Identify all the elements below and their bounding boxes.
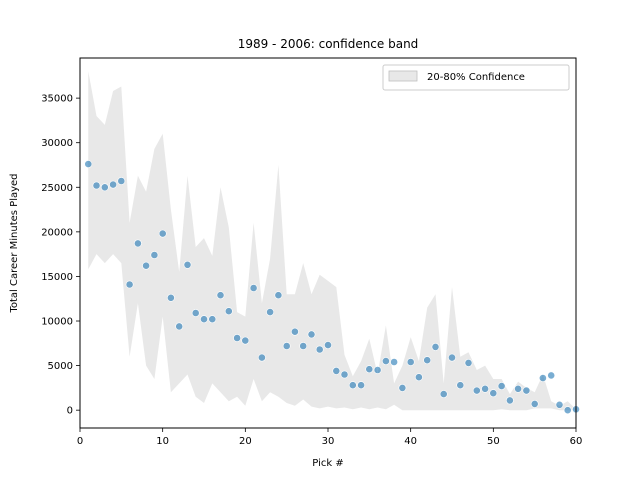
y-tick-label: 5000 xyxy=(48,361,73,372)
y-tick-label: 20000 xyxy=(41,227,73,238)
x-tick-label: 20 xyxy=(239,436,252,447)
chart-title: 1989 - 2006: confidence band xyxy=(238,37,419,51)
data-point xyxy=(390,358,398,366)
data-point xyxy=(166,293,175,302)
data-point xyxy=(373,366,382,374)
legend: 20-80% Confidence xyxy=(382,64,570,91)
data-point xyxy=(539,374,547,382)
data-point xyxy=(497,382,506,390)
data-point xyxy=(274,291,283,300)
legend-box xyxy=(382,64,570,91)
data-point xyxy=(100,183,109,192)
x-tick-label: 40 xyxy=(404,436,417,447)
data-point xyxy=(299,342,308,350)
data-point xyxy=(233,334,241,342)
data-point xyxy=(332,366,341,375)
x-axis-label: Pick # xyxy=(312,458,343,469)
data-point xyxy=(414,373,423,382)
confidence-band-layer xyxy=(88,71,577,411)
data-point xyxy=(456,381,465,390)
data-point xyxy=(307,330,316,339)
data-point xyxy=(175,322,184,331)
y-tick-label: 30000 xyxy=(41,138,73,149)
y-axis-label: Total Career Minutes Played xyxy=(9,173,20,313)
data-point xyxy=(315,345,324,354)
data-point xyxy=(150,251,159,259)
data-point xyxy=(530,399,539,408)
y-axis: 0 5000 10000 15000 20000 25000 30000 35000 xyxy=(41,94,80,417)
data-point xyxy=(200,315,208,324)
legend-swatch-confidence xyxy=(388,70,418,82)
x-tick-label: 0 xyxy=(77,436,83,447)
x-tick-label: 30 xyxy=(322,436,335,447)
data-point xyxy=(142,261,150,270)
y-tick-label: 15000 xyxy=(41,272,73,283)
x-tick-label: 50 xyxy=(487,436,500,447)
data-point xyxy=(191,309,200,317)
data-point xyxy=(84,160,93,168)
data-point xyxy=(117,177,126,185)
data-point xyxy=(514,384,522,393)
data-point xyxy=(257,353,266,362)
x-tick-label: 60 xyxy=(570,436,583,447)
x-axis: 0 10 20 30 40 50 60 xyxy=(77,428,583,447)
data-point xyxy=(489,389,498,398)
data-point xyxy=(125,280,134,289)
data-point xyxy=(290,327,299,336)
data-point xyxy=(224,307,233,316)
y-tick-label: 35000 xyxy=(41,94,73,105)
data-point xyxy=(472,386,481,395)
data-point xyxy=(398,383,407,392)
data-point xyxy=(216,291,225,300)
data-point xyxy=(340,370,349,379)
x-tick-label: 10 xyxy=(156,436,169,447)
data-point xyxy=(109,180,117,189)
data-point xyxy=(133,239,142,248)
data-point xyxy=(547,371,556,380)
data-point xyxy=(266,308,274,316)
data-point xyxy=(357,381,365,390)
data-point xyxy=(406,358,415,366)
y-tick-label: 25000 xyxy=(41,183,73,194)
y-tick-label: 10000 xyxy=(41,317,73,328)
data-point xyxy=(522,386,531,395)
y-tick-label: 0 xyxy=(67,406,73,417)
data-point xyxy=(439,390,448,398)
data-point xyxy=(448,353,456,362)
data-point xyxy=(241,336,250,345)
data-point xyxy=(158,229,167,238)
data-point xyxy=(249,284,258,292)
data-points-layer xyxy=(84,160,580,415)
data-point xyxy=(348,381,357,390)
data-point xyxy=(183,260,192,269)
data-point xyxy=(365,365,374,374)
data-point xyxy=(381,357,390,365)
data-point xyxy=(324,341,332,349)
data-point xyxy=(92,181,101,190)
data-point xyxy=(431,342,440,351)
data-point xyxy=(555,400,564,409)
data-point xyxy=(423,356,432,365)
data-point xyxy=(208,315,217,324)
data-point xyxy=(481,384,489,393)
data-point xyxy=(505,396,514,405)
confidence-band xyxy=(88,71,577,411)
data-point xyxy=(464,358,473,367)
data-point xyxy=(563,406,572,415)
legend-label-confidence: 20-80% Confidence xyxy=(427,72,525,83)
data-point xyxy=(282,342,291,350)
